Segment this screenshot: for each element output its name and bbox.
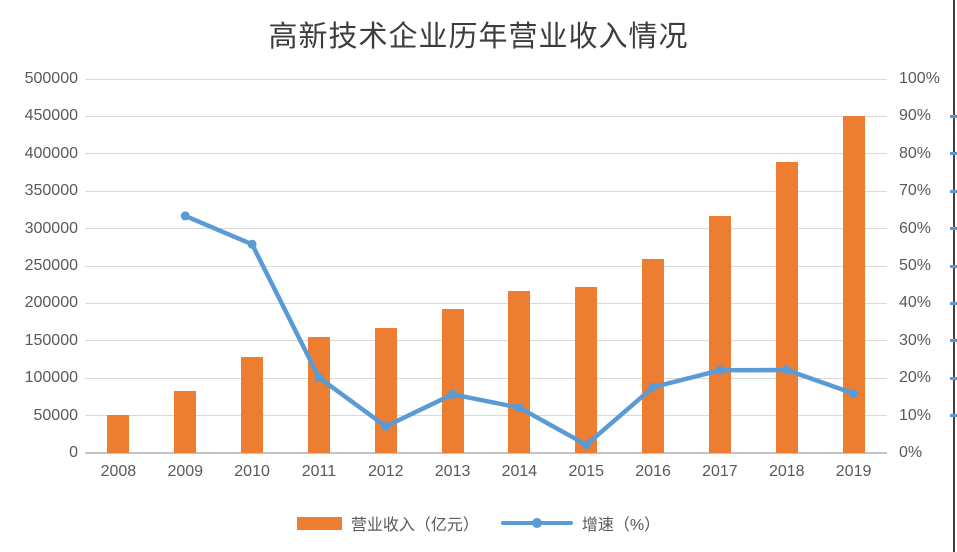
- gridline: [85, 415, 887, 417]
- x-axis-label: 2009: [167, 463, 204, 480]
- x-axis-label: 2017: [702, 463, 738, 480]
- revenue-bar: [441, 308, 464, 453]
- x-axis-label: 2019: [835, 463, 872, 480]
- y-axis-label-right: 100%: [899, 70, 940, 87]
- x-axis-label: 2015: [568, 463, 605, 480]
- x-axis-label: 2008: [100, 463, 137, 480]
- y-axis-label-left: 100000: [24, 369, 78, 387]
- y-axis-label-left: 350000: [24, 182, 78, 200]
- gridline: [85, 153, 887, 155]
- y-axis-label-left: 400000: [24, 144, 78, 162]
- y-axis-label-left: 300000: [24, 219, 78, 237]
- y-axis-label-left: 0: [69, 444, 78, 461]
- gridline: [85, 115, 887, 117]
- revenue-bar: [174, 390, 197, 453]
- x-axis-label: 2012: [367, 463, 404, 480]
- y-axis-label-right: 60%: [899, 219, 932, 237]
- y-axis-label-right: 30%: [899, 331, 932, 349]
- y-axis-label-right: 50%: [899, 257, 932, 274]
- legend-item-revenue: 营业收入（亿元）: [296, 511, 479, 535]
- revenue-bar: [775, 162, 798, 453]
- revenue-bar: [575, 286, 598, 453]
- legend: 营业收入（亿元） 增速（%）: [0, 511, 957, 535]
- chart-title: 高新技术企业历年营业收入情况: [268, 21, 689, 53]
- right-axis-tick: [950, 114, 957, 118]
- revenue-bar: [107, 414, 130, 453]
- right-axis-tick: [950, 152, 957, 156]
- revenue-bar: [307, 337, 330, 453]
- revenue-bar: [842, 116, 865, 453]
- y-axis-label-right: 40%: [899, 294, 932, 312]
- y-axis-label-right: 0%: [899, 444, 923, 461]
- growth-legend-swatch: [500, 518, 573, 528]
- right-axis-tick: [950, 376, 957, 380]
- gridline: [85, 377, 887, 379]
- gridline: [85, 340, 887, 342]
- revenue-bar: [241, 356, 264, 453]
- y-axis-label-right: 70%: [899, 182, 932, 200]
- x-axis-line: [85, 452, 887, 454]
- growth-point: [180, 211, 190, 221]
- revenue-bar: [508, 291, 531, 453]
- right-axis-tick: [950, 301, 957, 305]
- x-axis-label: 2014: [501, 463, 538, 480]
- x-axis-label: 2018: [768, 463, 805, 480]
- gridline: [85, 190, 887, 192]
- y-axis-label-left: 500000: [24, 70, 78, 87]
- gridline: [85, 78, 887, 80]
- growth-legend-label: 增速（%）: [581, 517, 661, 534]
- revenue-legend-label: 营业收入（亿元）: [350, 517, 479, 534]
- revenue-bar: [374, 328, 397, 453]
- right-axis-tick: [950, 189, 957, 193]
- y-axis-label-left: 200000: [24, 294, 78, 312]
- growth-point: [247, 239, 257, 249]
- legend-item-growth: 增速（%）: [500, 511, 661, 535]
- right-axis-tick: [950, 339, 957, 343]
- growth-legend-marker: [531, 518, 542, 528]
- y-axis-label-left: 450000: [24, 107, 78, 125]
- y-axis-label-left: 150000: [24, 331, 78, 349]
- right-axis-tick: [950, 414, 957, 418]
- y-axis-label-right: 10%: [899, 406, 932, 424]
- y-axis-label-left: 50000: [33, 406, 79, 424]
- page-right-border: [953, 0, 955, 552]
- revenue-bar: [642, 258, 665, 453]
- gridline: [85, 265, 887, 267]
- x-axis-label: 2013: [434, 463, 471, 480]
- right-axis-tick: [950, 227, 957, 231]
- revenue-legend-swatch: [296, 516, 342, 530]
- y-axis-label-right: 20%: [899, 369, 932, 387]
- y-axis-label-right: 80%: [899, 144, 932, 162]
- x-axis-label: 2010: [234, 463, 270, 480]
- revenue-bar: [708, 215, 731, 453]
- right-axis-tick: [950, 264, 957, 268]
- x-axis-label: 2016: [635, 463, 671, 480]
- gridline: [85, 302, 887, 304]
- y-axis-label-left: 250000: [24, 257, 78, 274]
- y-axis-label-right: 90%: [899, 107, 932, 125]
- x-axis-label: 2011: [301, 463, 337, 480]
- gridline: [85, 228, 887, 230]
